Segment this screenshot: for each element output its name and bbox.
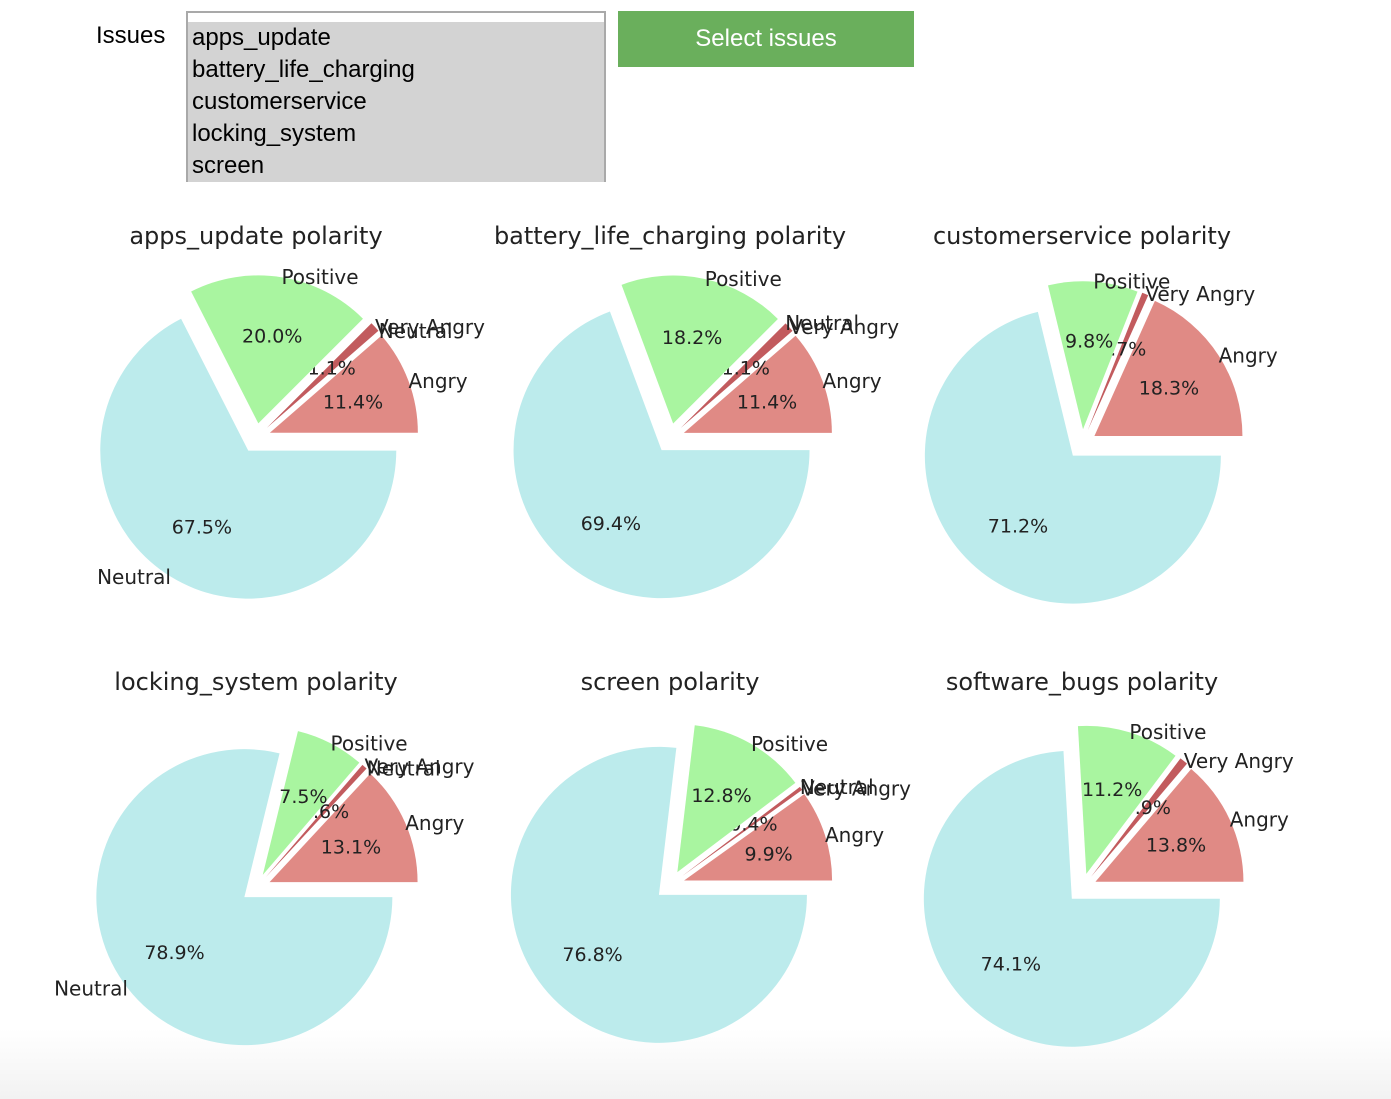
pie-slice [269, 335, 418, 433]
slice-category-label: Positive [705, 267, 782, 291]
pie-chart: customerservice polarity18.3%Angry0.7%Ve… [924, 222, 1278, 604]
pie-chart: software_bugs polarity13.8%Angry0.9%Very… [923, 668, 1294, 1047]
pie-slice [681, 786, 803, 877]
slice-percent-label: 11.2% [1082, 779, 1142, 801]
slice-category-label: Angry [1230, 808, 1289, 832]
slice-percent-label: 74.1% [981, 953, 1041, 975]
pie-slice [96, 749, 393, 1046]
pie-slice [269, 773, 418, 883]
pie-slice [1094, 300, 1243, 436]
slice-category-label: Very Angry [789, 315, 899, 339]
issues-label: Issues [96, 22, 166, 49]
slice-category-label: Very Angry [801, 776, 911, 800]
chart-title: customerservice polarity [933, 222, 1231, 250]
slice-percent-label: 13.1% [321, 837, 381, 859]
pie-slice [100, 318, 397, 599]
slice-percent-label: 13.8% [1146, 834, 1206, 856]
pie-slice [266, 323, 379, 428]
pie-slice [684, 794, 833, 881]
pie-chart: battery_life_charging polarity 11.4% Angry… [494, 222, 899, 599]
issue-option[interactable]: customerservice [188, 86, 604, 118]
slice-percent-label: 11.4% [737, 392, 797, 414]
slice-percent-label: 18.3% [1139, 378, 1199, 400]
slice-percent-label: 20.0% [242, 326, 302, 348]
issue-option[interactable]: apps_update [188, 22, 604, 54]
slice-percent-label: 7.5% [279, 786, 327, 808]
slice-category-label: Angry [408, 369, 467, 393]
pie-slice [191, 275, 363, 424]
pie-slice [510, 746, 807, 1043]
slice-category-label: Positive [1129, 720, 1206, 744]
pie-slice [621, 275, 778, 424]
pie-slice [680, 323, 793, 428]
slice-category-label: Angry [1219, 343, 1278, 367]
pie-chart: apps_update polarity 11.4% Angry 1.1% Very A… [97, 222, 485, 599]
slice-category-label: Neutral [367, 757, 441, 781]
pie-slice [1091, 758, 1188, 877]
slice-percent-label: 12.8% [691, 785, 751, 807]
pie-slice [677, 725, 796, 873]
slice-category-label: Very Angry [375, 315, 485, 339]
slice-percent-label: 78.9% [144, 942, 204, 964]
issues-options: apps_update battery_life_charging custom… [188, 22, 604, 182]
slice-category-label: Neutral [54, 977, 128, 1001]
chart-title: screen polarity [581, 668, 760, 696]
slice-percent-label: 9.8% [1065, 331, 1113, 353]
slice-category-label: Neutral [97, 565, 171, 589]
slice-percent-label: 11.4% [323, 392, 383, 414]
pie-slice [683, 335, 832, 433]
issue-option[interactable]: battery_life_charging [188, 54, 604, 86]
pie-slice [924, 311, 1221, 604]
chart-title: apps_update polarity [129, 222, 382, 250]
slice-percent-label: 71.2% [988, 515, 1048, 537]
pie-slice [1077, 725, 1176, 874]
pie-slice [1048, 281, 1138, 430]
slice-category-label: Angry [825, 823, 884, 847]
issues-multiselect[interactable]: apps_update battery_life_charging custom… [186, 11, 606, 182]
pie-slice [265, 764, 367, 877]
slice-category-label: Positive [281, 265, 358, 289]
slice-percent-label: 1.1% [308, 357, 356, 379]
issue-option[interactable]: screen [188, 150, 604, 182]
slice-category-label: Very Angry [1184, 749, 1294, 773]
select-issues-button[interactable]: Select issues [618, 11, 914, 67]
pie-slice [262, 731, 360, 875]
chart-title: locking_system polarity [114, 668, 397, 696]
slice-category-label: Angry [822, 369, 881, 393]
slice-percent-label: 69.4% [581, 513, 641, 535]
pie-slice [1087, 292, 1149, 431]
slice-category-label: Neutral [379, 319, 453, 343]
slice-category-label: Neutral [800, 775, 874, 799]
slice-percent-label: 9.9% [744, 843, 792, 865]
slice-category-label: Very Angry [365, 755, 475, 779]
slice-category-label: Very Angry [1145, 282, 1255, 306]
pie-slice [1095, 768, 1244, 882]
issue-option[interactable]: locking_system [188, 118, 604, 150]
slice-category-label: Neutral [785, 311, 859, 335]
slice-category-label: Positive [1093, 270, 1170, 294]
chart-title: software_bugs polarity [946, 668, 1218, 696]
pie-slice [513, 311, 810, 599]
pie-slice [923, 750, 1220, 1047]
pie-chart: locking_system polarity13.1%Angry0.6%Ver… [54, 668, 475, 1046]
slice-category-label: Positive [331, 731, 408, 755]
slice-category-label: Positive [751, 732, 828, 756]
slice-percent-label: 67.5% [172, 516, 232, 538]
slice-percent-label: 76.8% [562, 944, 622, 966]
chart-title: battery_life_charging polarity [494, 222, 846, 250]
slice-percent-label: 18.2% [662, 327, 722, 349]
slice-category-label: Angry [405, 811, 464, 835]
